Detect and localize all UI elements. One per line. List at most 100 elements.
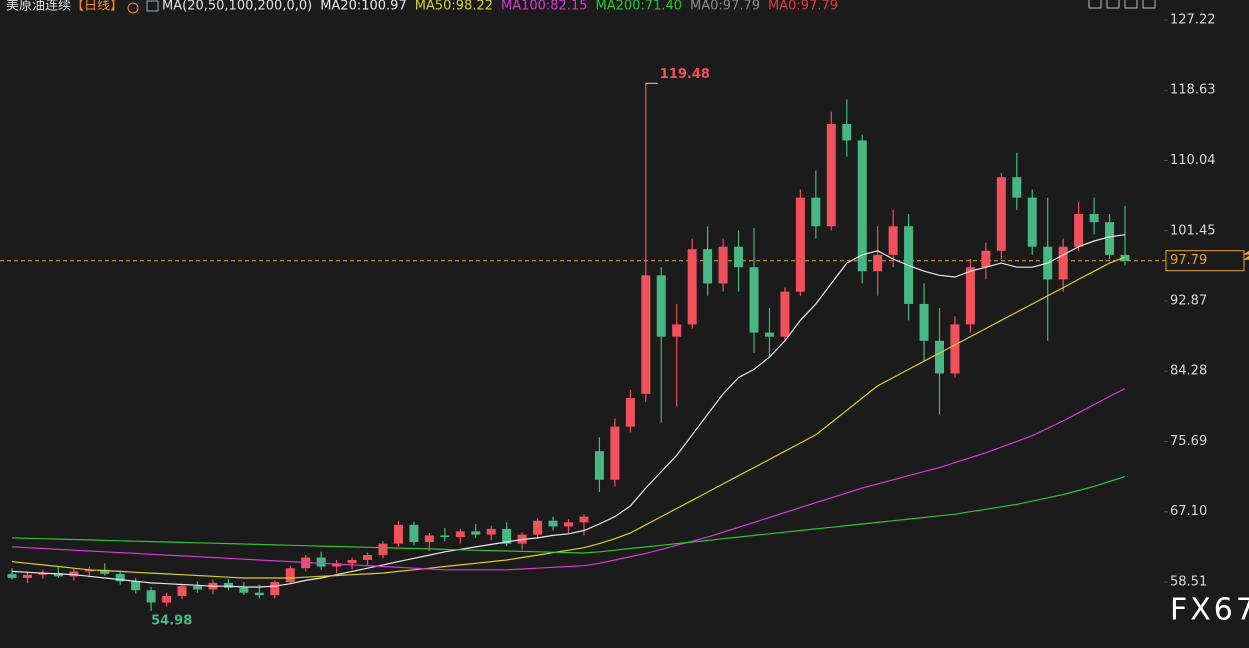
candle-body [579,516,589,523]
candle-body [1058,246,1068,280]
candle-body [795,197,805,292]
candle-body [533,520,543,535]
last-price-box [1165,250,1245,272]
icon[interactable] [1088,0,1102,9]
candle-body [842,124,852,141]
candle-body [7,573,17,578]
toolbar-icons [1088,0,1156,9]
indicator-name: MA(20,50,100,200,0,0) [162,0,312,14]
candle-body [22,574,32,578]
candle-body [502,528,512,544]
legend-entry: MA20:100.97 [320,0,407,14]
candle-body [146,590,156,603]
candle-body [69,571,79,577]
candle-body [316,557,326,567]
legend-entry: MA100:82.15 [501,0,588,14]
last-price-arrow [1243,250,1249,260]
candle-body [100,569,110,574]
candle-body [950,324,960,374]
candle-body [935,340,944,374]
high-label: 119.48 [660,67,710,82]
candle-body [378,543,388,556]
candle-body [270,582,280,596]
candle-body [564,522,573,527]
candle-body [424,535,434,542]
legend-entry: MA0:97.79 [690,0,760,14]
candle-body [1074,213,1084,247]
candle-body [718,246,728,284]
candle-body [826,124,836,227]
candle-body [486,528,496,535]
candle-body [1027,197,1037,247]
candle-body [162,595,172,603]
candle-body [873,254,883,272]
watermark: FX678 [1170,593,1249,628]
ma-line [11,476,1126,554]
candle-body [131,581,141,591]
candle-body [471,531,481,535]
candle-body [656,275,666,337]
y-tick-label: 110.04 [1170,153,1216,168]
y-tick-label: 75.69 [1170,434,1207,449]
candle-body [749,267,759,333]
candle-body [223,582,233,588]
candle-body [734,246,744,268]
candle-body [177,586,187,596]
candle-body [919,303,929,341]
candle-body [811,197,821,227]
candle-body [409,524,419,542]
legend-entry: MA200:71.40 [596,0,683,14]
candle-body [254,592,264,596]
candle-body [84,569,94,572]
instrument-name: 美原油连续 [6,0,71,14]
icon[interactable] [1142,0,1156,9]
y-tick-label: 92.87 [1170,293,1207,308]
icon [146,0,159,12]
candle-body [780,291,790,337]
candle-body [38,573,48,575]
candle-body [764,332,774,337]
last-price-label: 97.79 [1170,253,1207,268]
ma-line [11,256,1126,579]
candle-body [455,531,465,538]
candle-body [641,275,651,394]
candle-body [239,587,249,593]
candle-body [888,226,898,255]
low-label: 54.98 [151,613,192,628]
icon [127,2,139,14]
candle-body [996,177,1006,251]
candle-body [672,324,682,337]
y-tick-label: 58.51 [1170,574,1207,589]
ma-line [11,388,1126,571]
candle-body [981,250,991,268]
candle-body [193,586,202,590]
icon[interactable] [1106,0,1120,9]
y-tick-label: 101.45 [1170,223,1216,238]
candle-body [548,520,558,527]
period: 【日线】 [71,0,123,14]
candle-body [594,451,604,480]
candle-body [857,140,867,272]
candle-body [625,398,635,427]
legend-entry: MA0:97.79 [768,0,838,14]
y-tick-label: 127.22 [1170,12,1216,27]
icon[interactable] [1124,0,1138,9]
y-tick-label: 67.10 [1170,504,1207,519]
legend-entry: MA50:98.22 [415,0,493,14]
candle-body [363,555,373,560]
y-tick-label: 84.28 [1170,364,1207,379]
candle-body [285,568,295,583]
candle-body [687,249,697,325]
candle-body [115,573,125,582]
candle-body [610,426,620,480]
candle-body [332,563,342,567]
candle-body [347,559,357,564]
candle-body [1012,177,1022,198]
candle-body [53,573,63,577]
candle-body [965,267,975,325]
candle-body [1105,222,1115,255]
ma-line [11,234,1126,588]
candle-body [440,535,450,538]
